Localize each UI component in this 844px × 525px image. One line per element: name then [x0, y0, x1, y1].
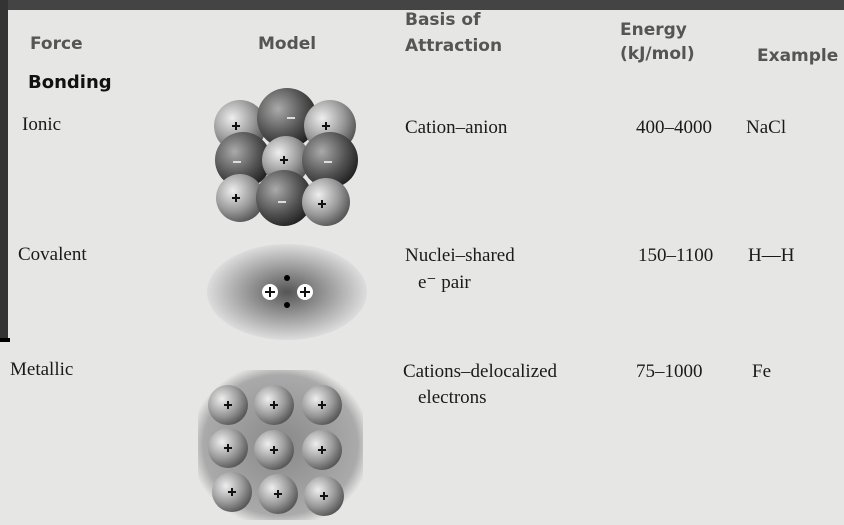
header-force: Force	[30, 34, 83, 54]
energy: 150–1100	[638, 245, 713, 267]
left-band	[0, 0, 8, 340]
covalent-model	[207, 244, 367, 340]
header-basis: Attraction	[405, 36, 502, 56]
example: Fe	[752, 361, 771, 383]
page: {"table": { "header": {"force": "Force",…	[0, 0, 844, 525]
force: Ionic	[22, 114, 61, 136]
header-energy: (kJ/mol)	[620, 44, 695, 64]
header-example: Example	[757, 46, 838, 66]
left-tick	[0, 338, 10, 342]
force: Covalent	[18, 244, 87, 266]
energy: 400–4000	[636, 117, 712, 139]
metallic-model	[198, 370, 363, 520]
force: Metallic	[10, 359, 73, 381]
header-model: Model	[258, 34, 316, 54]
basis: Cation–anion	[405, 117, 507, 139]
basis: electrons	[418, 387, 487, 409]
basis: e⁻ pair	[418, 271, 471, 294]
example: H—H	[748, 245, 794, 267]
example: NaCl	[746, 117, 786, 139]
section-title: Bonding	[28, 72, 112, 93]
basis: Cations–delocalized	[403, 361, 557, 383]
header-energy: Energy	[620, 20, 687, 40]
header-basis: Basis of	[405, 10, 481, 30]
ionic-model	[214, 88, 358, 226]
basis: Nuclei–shared	[405, 245, 515, 267]
energy: 75–1000	[636, 361, 703, 383]
top-band	[0, 0, 844, 10]
